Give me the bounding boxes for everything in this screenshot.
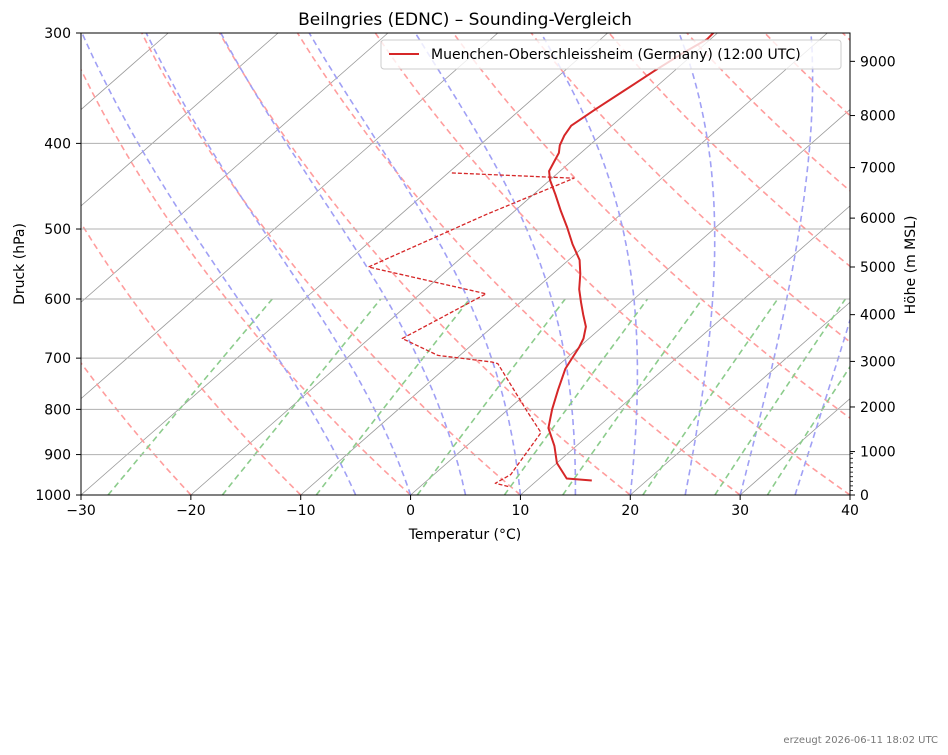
x-tick-label: 20 xyxy=(621,503,639,519)
chart-title: Beilngries (EDNC) – Sounding-Vergleich xyxy=(298,10,632,30)
dry-adiabat-line xyxy=(686,33,850,192)
legend: Muenchen-Oberschleissheim (Germany) (12:… xyxy=(380,39,842,70)
isotherm-line xyxy=(81,33,608,495)
grid-lines xyxy=(81,33,850,495)
isotherm-line xyxy=(300,33,828,495)
dry-adiabat-line xyxy=(374,33,850,495)
y2-tick-label: 2000 xyxy=(860,400,896,416)
mixing-ratio-line xyxy=(416,298,566,495)
data-lines xyxy=(367,33,715,488)
dry-adiabat-line xyxy=(452,33,850,420)
moist-adiabat-line xyxy=(794,317,850,495)
y2-tick-label: 7000 xyxy=(860,161,896,177)
moist-adiabat-line xyxy=(414,33,577,495)
y-tick-label: 300 xyxy=(44,26,71,42)
y2-axis: 0 1000 2000 3000 4000 5000 6000 7000 8000 9000 xyxy=(850,54,896,504)
x-tick-label: −20 xyxy=(176,503,206,519)
moist-adiabat-line xyxy=(739,33,814,495)
y2-tick-label: 9000 xyxy=(860,54,896,70)
legend-box xyxy=(380,39,842,70)
moist-adiabat-line xyxy=(145,33,412,495)
moist-adiabat-line xyxy=(81,33,357,495)
isotherm-line xyxy=(739,398,850,495)
isotherm-line xyxy=(190,33,718,495)
x-tick-label: 40 xyxy=(841,503,859,519)
y2-tick-label: 1000 xyxy=(860,445,896,461)
dewpoint-line xyxy=(367,172,575,488)
y-tick-label: 1000 xyxy=(35,488,71,504)
x-tick-label: −30 xyxy=(66,503,96,519)
legend-entry: Muenchen-Oberschleissheim (Germany) (12:… xyxy=(431,47,801,63)
y2-tick-label: 4000 xyxy=(860,308,896,324)
isotherm-line xyxy=(81,33,279,207)
isotherm-line xyxy=(81,33,499,400)
y-axis-label: Druck (hPa) xyxy=(12,223,28,305)
x-tick-label: 30 xyxy=(731,503,749,519)
mixing-ratio-line xyxy=(221,298,382,495)
moist-adiabat-line xyxy=(308,33,522,495)
y-axis: 300 400 500 600 700 800 900 1000 xyxy=(35,26,81,504)
isotherm-line xyxy=(520,205,850,495)
y2-tick-label: 3000 xyxy=(860,354,896,370)
y-tick-label: 400 xyxy=(44,136,71,152)
y-tick-label: 800 xyxy=(44,402,71,418)
moist-adiabat-line xyxy=(540,33,639,495)
mixing-ratio-line xyxy=(315,298,471,495)
y2-tick-label: 8000 xyxy=(860,109,896,125)
dry-adiabat-line xyxy=(608,33,850,268)
dry-adiabat-line xyxy=(530,33,850,343)
plot-frame xyxy=(80,32,851,496)
dry-adiabat-line xyxy=(218,33,631,495)
x-axis-label: Temperatur (°C) xyxy=(408,527,522,543)
y-tick-label: 900 xyxy=(44,448,71,464)
dry-adiabat-line xyxy=(141,33,521,495)
isotherm-line xyxy=(410,109,850,495)
x-axis: −30 −20 −10 0 10 20 30 40 xyxy=(66,495,859,519)
y2-axis-label: Höhe (m MSL) xyxy=(903,216,919,315)
y-tick-label: 500 xyxy=(44,222,71,238)
y2-tick-label: 0 xyxy=(860,488,869,504)
footer-timestamp: erzeugt 2026-06-11 18:02 UTC xyxy=(783,735,938,746)
x-tick-label: −10 xyxy=(286,503,316,519)
isotherm-line xyxy=(81,33,389,303)
y2-tick-label: 5000 xyxy=(860,260,896,276)
y-tick-label: 700 xyxy=(44,351,71,367)
y-tick-label: 600 xyxy=(44,292,71,308)
dry-adiabat-line xyxy=(81,221,302,495)
background-lines xyxy=(81,33,850,495)
x-tick-label: 10 xyxy=(512,503,530,519)
temperature-line xyxy=(547,33,715,482)
x-tick-label: 0 xyxy=(406,503,415,519)
y2-tick-label: 6000 xyxy=(860,211,896,227)
isotherm-line xyxy=(630,301,850,495)
